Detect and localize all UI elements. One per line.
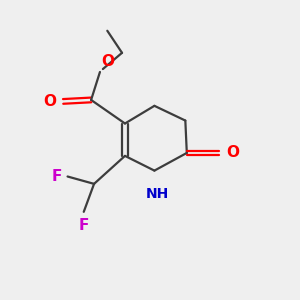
Text: NH: NH — [146, 187, 169, 201]
Text: O: O — [101, 54, 114, 69]
Text: O: O — [226, 146, 240, 160]
Text: F: F — [79, 218, 89, 233]
Text: O: O — [43, 94, 56, 109]
Text: F: F — [51, 169, 62, 184]
